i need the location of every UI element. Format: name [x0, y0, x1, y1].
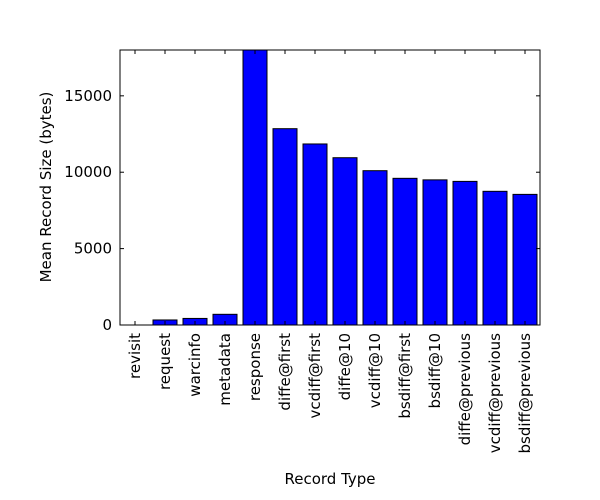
bar-bsdiff@first — [392, 177, 418, 326]
x-tick-labels: revisit request warcinfo metadata response di… — [126, 333, 534, 454]
x-tick-label: request — [156, 333, 174, 390]
bar-diffe@previous — [452, 180, 478, 326]
y-tick-label: 10000 — [64, 163, 112, 181]
bar-response — [242, 49, 268, 326]
x-tick-label: bsdiff@10 — [426, 333, 444, 408]
y-tick-label: 0 — [102, 316, 112, 334]
x-axis-label: Record Type — [284, 470, 375, 488]
y-tick-label: 15000 — [64, 87, 112, 105]
x-tick-label: metadata — [216, 333, 234, 406]
bars-layer — [152, 49, 538, 326]
bar-bsdiff@10 — [422, 179, 448, 326]
x-tick-label: diffe@10 — [336, 333, 354, 400]
y-tick-labels: 0 5000 10000 15000 — [64, 87, 112, 334]
x-tick-label: response — [246, 333, 264, 401]
x-tick-label: revisit — [126, 333, 144, 379]
bar-diffe@first — [272, 128, 298, 326]
y-tick-label: 5000 — [74, 240, 112, 258]
x-tick-label: bsdiff@previous — [516, 333, 534, 454]
bar-vcdiff@previous — [482, 190, 508, 326]
x-tick-label: bsdiff@first — [396, 333, 414, 419]
bar-vcdiff@10 — [362, 170, 388, 326]
x-tick-label: diffe@first — [276, 333, 294, 411]
ticks-layer — [120, 50, 540, 326]
x-tick-label: vcdiff@10 — [366, 333, 384, 408]
bar-bsdiff@previous — [512, 193, 538, 326]
y-axis-label: Mean Record Size (bytes) — [37, 92, 55, 283]
x-tick-label: vcdiff@first — [306, 333, 324, 419]
x-tick-label: vcdiff@previous — [486, 333, 504, 453]
bar-vcdiff@first — [302, 143, 328, 326]
x-tick-label: diffe@previous — [456, 333, 474, 446]
bar-diffe@10 — [332, 157, 358, 326]
plot-frame — [119, 49, 541, 326]
x-tick-label: warcinfo — [186, 333, 204, 397]
